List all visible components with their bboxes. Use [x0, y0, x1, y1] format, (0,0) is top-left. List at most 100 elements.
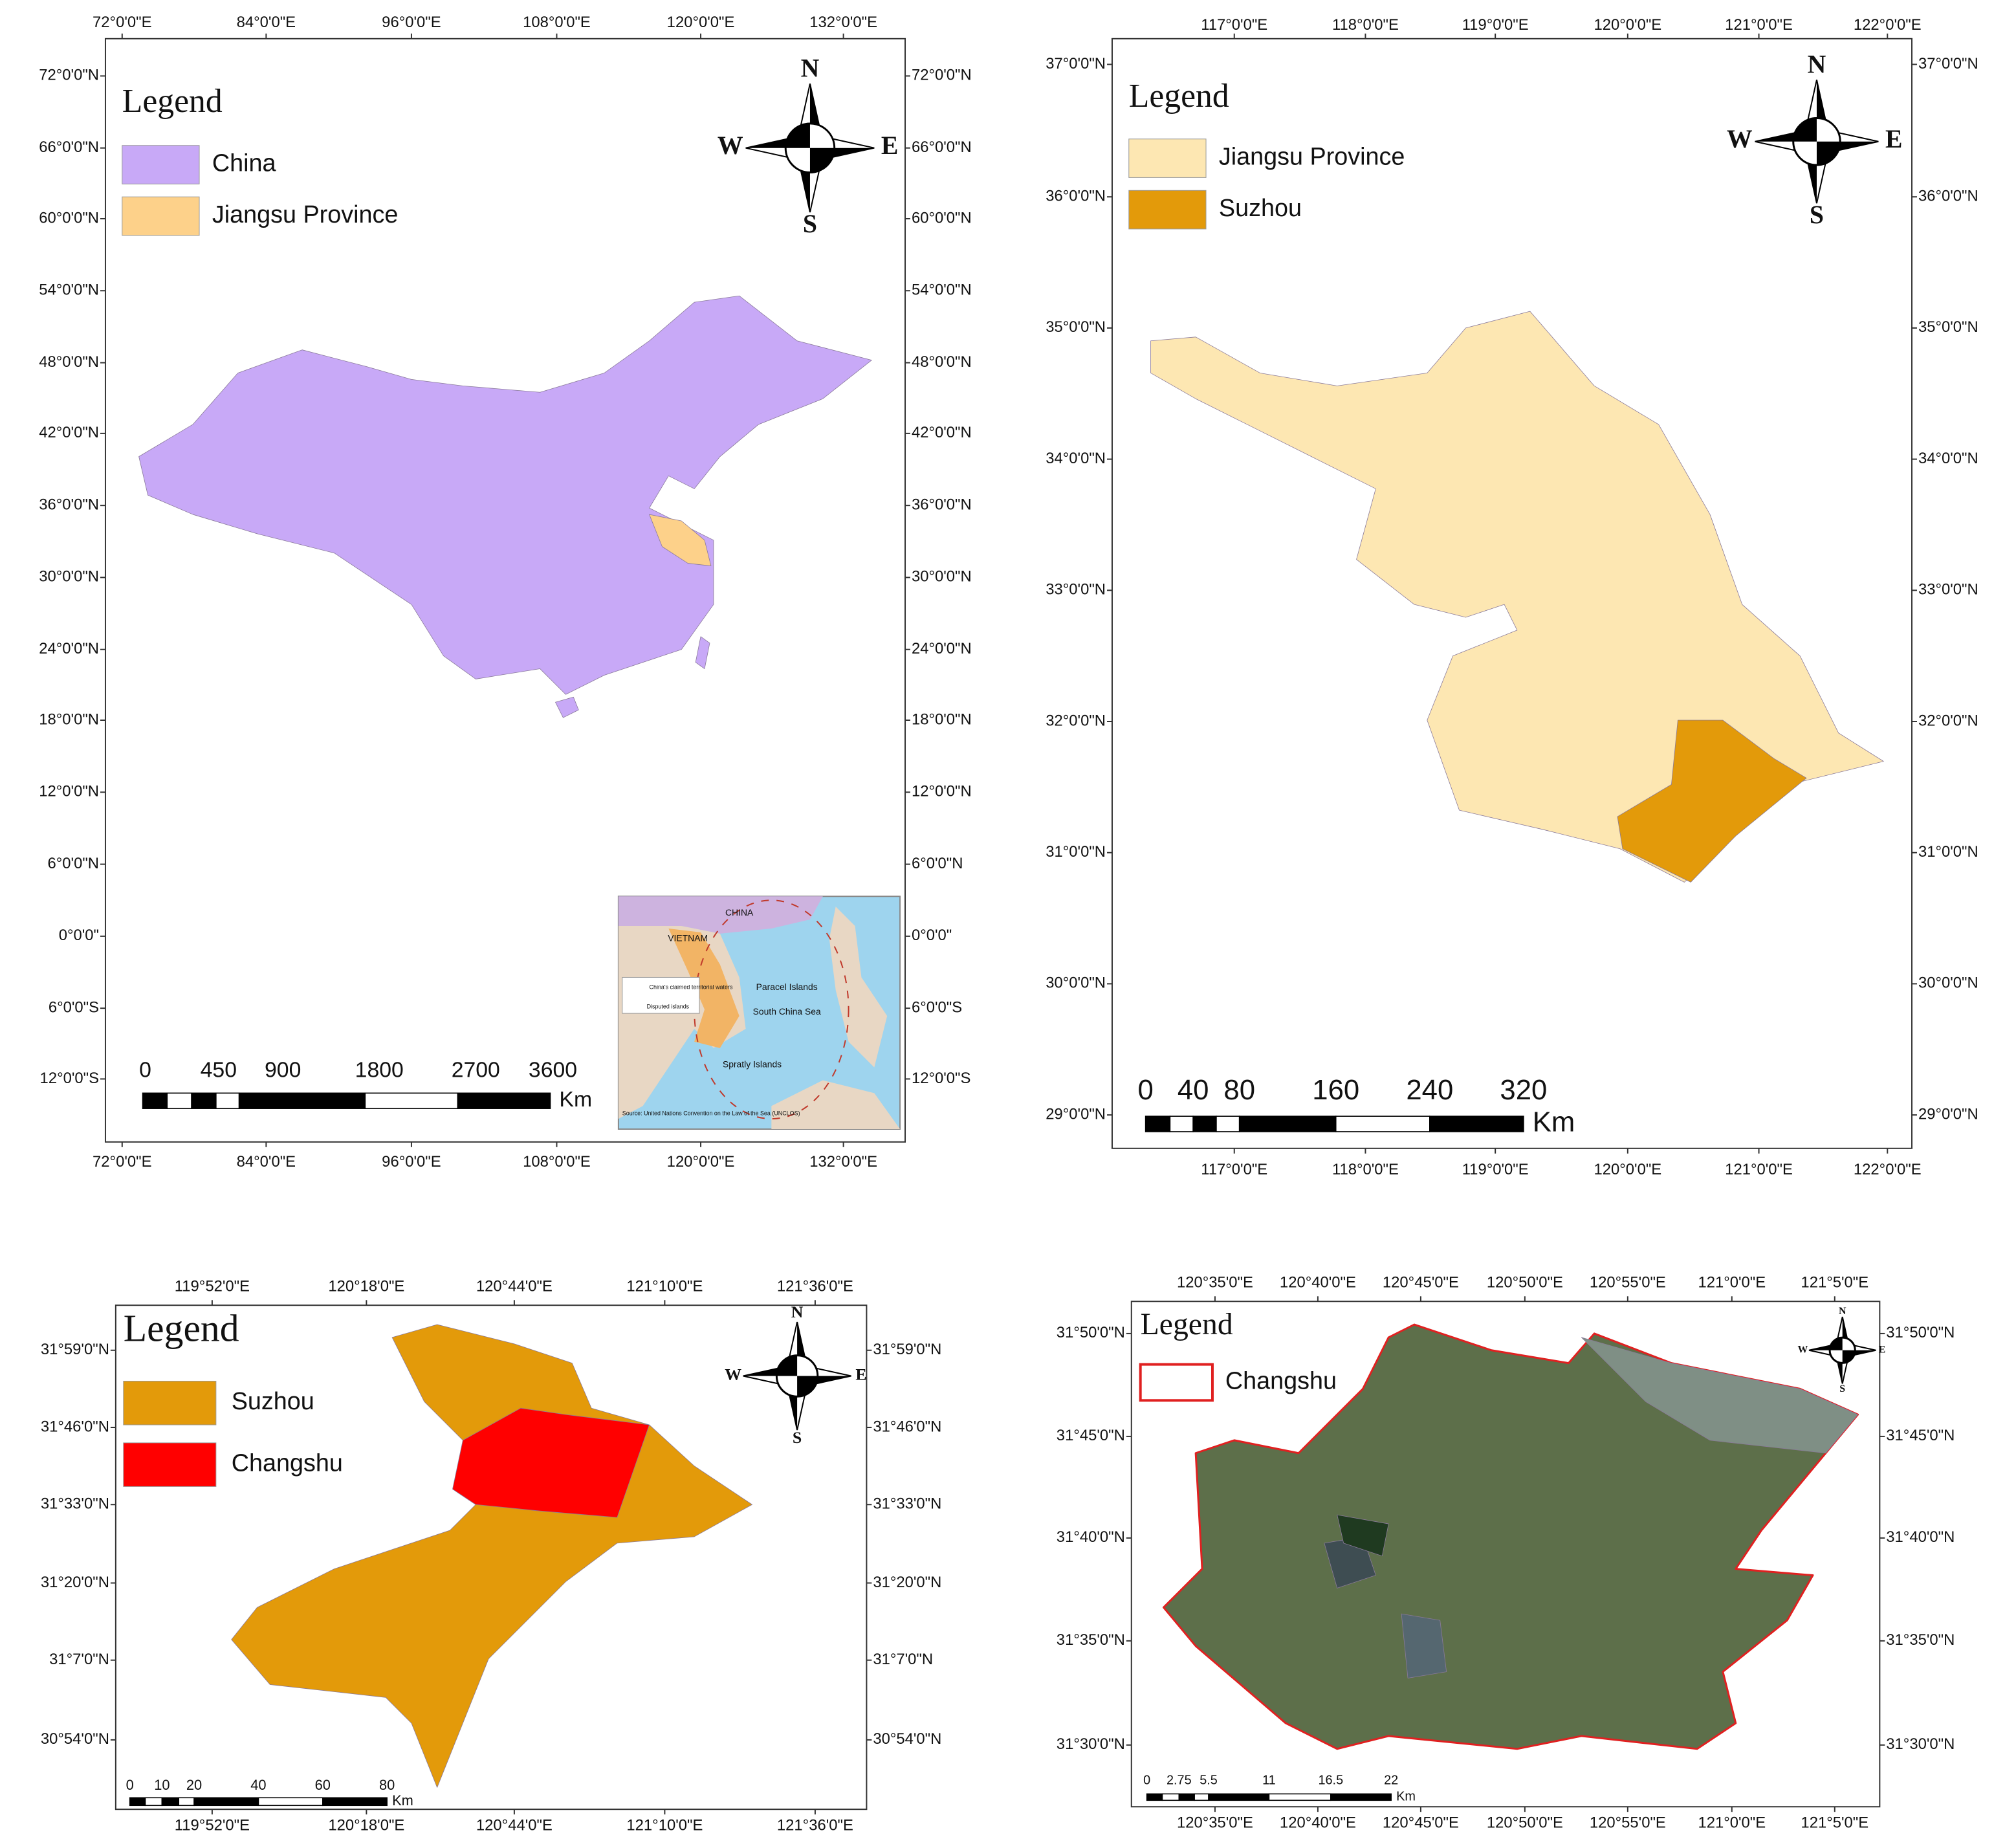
legend-label: Jiangsu Province — [212, 201, 398, 228]
latitude-label: 37°0'0"N — [1046, 55, 1106, 72]
longitude-label: 122°0'0"E — [1854, 1161, 1922, 1178]
latitude-label: 31°30'0"N — [1057, 1735, 1125, 1753]
legend-swatch — [122, 196, 200, 236]
legend-label: Suzhou — [1219, 194, 1302, 221]
scale-segment — [1145, 1116, 1171, 1132]
longitude-label: 121°10'0"E — [626, 1278, 703, 1295]
scale-label: 160 — [1312, 1074, 1359, 1106]
scale-segment — [322, 1797, 388, 1807]
longitude-label: 120°0'0"E — [1594, 1161, 1662, 1178]
longitude-label: 122°0'0"E — [1854, 16, 1922, 34]
compass-quadrant — [785, 123, 835, 173]
latitude-label: 29°0'0"N — [1046, 1105, 1106, 1123]
longitude-label: 121°10'0"E — [626, 1816, 703, 1834]
latitude-label: 48°0'0"N — [39, 353, 99, 371]
longitude-label: 120°0'0"E — [667, 14, 735, 31]
compass-quadrant — [1793, 118, 1841, 166]
region-water — [1581, 1337, 1858, 1454]
compass-s: S — [803, 210, 817, 238]
latitude-label: 30°0'0"N — [1918, 974, 1978, 992]
inset-key — [622, 976, 700, 1014]
scale-label: 11 — [1262, 1774, 1276, 1788]
latitude-label: 6°0'0"N — [48, 855, 100, 872]
legend-swatch — [1128, 190, 1207, 230]
region-jiangsu — [649, 514, 712, 566]
latitude-label: 31°46'0"N — [873, 1418, 941, 1435]
scale-label: 16.5 — [1318, 1774, 1343, 1788]
longitude-label: 120°55'0"E — [1590, 1814, 1666, 1831]
compass-e: E — [881, 131, 899, 160]
scale-segment — [257, 1797, 323, 1807]
latitude-label: 6°0'0"S — [912, 998, 962, 1016]
latitude-label: 30°54'0"N — [873, 1730, 941, 1748]
scale-label: 5.5 — [1200, 1774, 1218, 1788]
scale-label: 0 — [1143, 1774, 1150, 1788]
latitude-label: 31°40'0"N — [1057, 1528, 1125, 1546]
legend-swatch — [123, 1380, 217, 1425]
longitude-label: 120°45'0"E — [1383, 1814, 1459, 1831]
longitude-label: 121°0'0"E — [1698, 1274, 1766, 1292]
longitude-label: 108°0'0"E — [523, 1153, 591, 1171]
latitude-label: 31°33'0"N — [41, 1495, 109, 1513]
longitude-label: 120°40'0"E — [1280, 1814, 1356, 1831]
scale-label: 60 — [315, 1777, 331, 1793]
map-panel: 117°0'0"E 117°0'0"E 118°0'0"E 118°0'0"E 119°… — [1046, 16, 1978, 1178]
latitude-label: 31°35'0"N — [1886, 1631, 1955, 1649]
latitude-label: 31°50'0"N — [1886, 1324, 1955, 1341]
scale-segment — [1330, 1793, 1392, 1801]
inset-label: Disputed islands — [647, 1004, 690, 1010]
latitude-label: 31°35'0"N — [1057, 1631, 1125, 1649]
latitude-label: 18°0'0"N — [912, 710, 972, 728]
longitude-label: 119°52'0"E — [175, 1816, 250, 1834]
legend-title: Legend — [1129, 78, 1229, 115]
latitude-label: 29°0'0"N — [1918, 1105, 1978, 1123]
legend-title: Legend — [124, 1307, 239, 1350]
latitude-label: 24°0'0"N — [39, 640, 99, 657]
longitude-label: 121°36'0"E — [777, 1278, 853, 1295]
legend-title: Legend — [122, 83, 223, 120]
scale-segment — [1238, 1116, 1337, 1132]
map-panel: 72°0'0"E 72°0'0"E 84°0'0"E 84°0'0"E 96°0'0"E… — [39, 14, 971, 1171]
compass-s: S — [1839, 1383, 1845, 1394]
inset-borneo — [771, 1080, 901, 1129]
latitude-label: 31°45'0"N — [1057, 1427, 1125, 1444]
longitude-label: 117°0'0"E — [1201, 1161, 1267, 1178]
latitude-label: 12°0'0"N — [39, 783, 99, 800]
longitude-label: 120°44'0"E — [476, 1816, 553, 1834]
region-satellite — [1162, 1323, 1859, 1750]
scale-label: 1800 — [355, 1057, 404, 1082]
longitude-label: 121°36'0"E — [777, 1816, 853, 1834]
scale-label: 2700 — [452, 1057, 500, 1082]
latitude-label: 31°46'0"N — [41, 1418, 109, 1435]
latitude-label: 30°0'0"N — [912, 568, 972, 586]
compass-w: W — [718, 131, 743, 160]
latitude-label: 30°0'0"N — [39, 568, 99, 586]
scale-segment — [193, 1797, 259, 1807]
scale-label: 320 — [1500, 1074, 1547, 1106]
compass-e: E — [1885, 125, 1903, 153]
compass-n: N — [1839, 1306, 1846, 1317]
legend-label: Changshu — [232, 1449, 343, 1477]
map-panel: 120°35'0"E 120°35'0"E 120°40'0"E 120°40'0"E… — [1057, 1274, 1955, 1832]
longitude-label: 120°35'0"E — [1177, 1274, 1253, 1292]
longitude-label: 108°0'0"E — [523, 14, 591, 31]
scale-segment — [215, 1092, 240, 1109]
longitude-label: 84°0'0"E — [237, 14, 296, 31]
latitude-label: 31°20'0"N — [41, 1574, 109, 1591]
scale-label: 22 — [1384, 1774, 1398, 1788]
latitude-label: 12°0'0"S — [40, 1070, 99, 1087]
scale-label: 80 — [1223, 1074, 1255, 1106]
compass-s: S — [1810, 201, 1824, 229]
longitude-label: 120°18'0"E — [328, 1816, 404, 1834]
compass-e: E — [855, 1365, 866, 1383]
latitude-label: 54°0'0"N — [912, 281, 972, 299]
latitude-label: 42°0'0"N — [912, 424, 972, 441]
scale-label: 0 — [126, 1777, 134, 1793]
latitude-label: 12°0'0"N — [912, 783, 972, 800]
longitude-label: 132°0'0"E — [809, 1153, 877, 1171]
latitude-label: 6°0'0"S — [49, 998, 99, 1016]
scale-segment — [1268, 1793, 1331, 1801]
latitude-label: 31°40'0"N — [1886, 1528, 1955, 1546]
longitude-label: 121°0'0"E — [1725, 1161, 1793, 1178]
